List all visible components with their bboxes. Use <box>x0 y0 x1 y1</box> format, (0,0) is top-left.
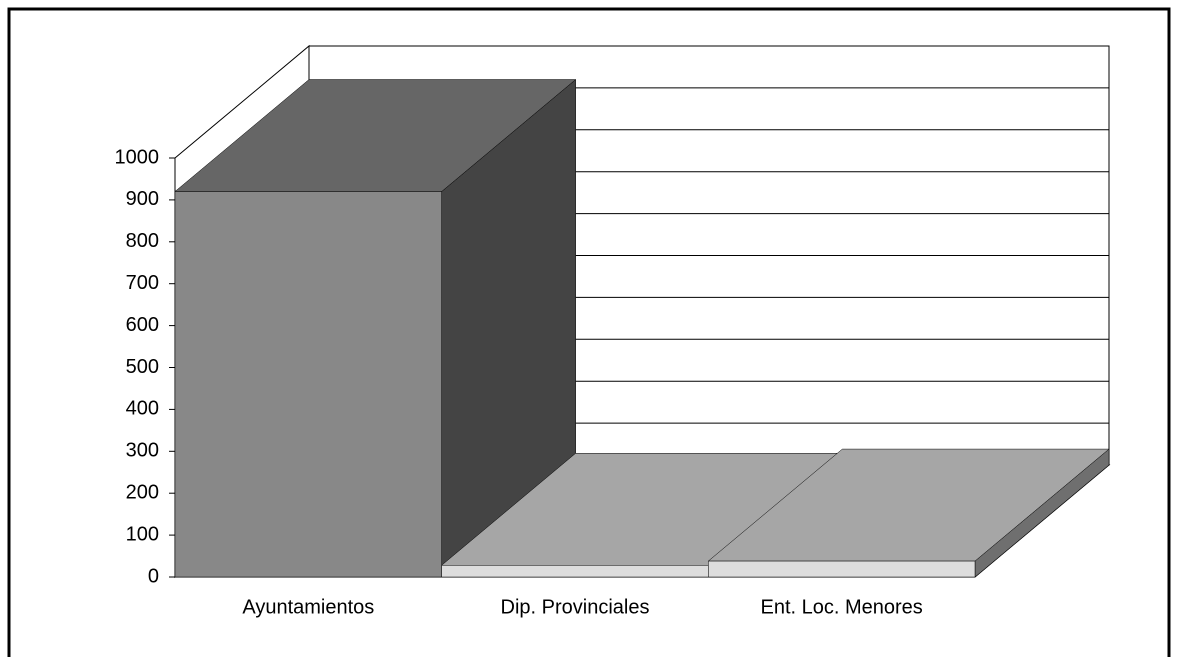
y-tick-label: 800 <box>126 230 159 252</box>
y-tick-label: 900 <box>126 188 159 210</box>
y-tick-label: 300 <box>126 440 159 462</box>
y-tick-label: 0 <box>148 565 159 587</box>
y-tick-label: 400 <box>126 398 159 420</box>
bar <box>441 565 709 578</box>
x-tick-label: Ent. Loc. Menores <box>761 596 923 618</box>
x-tick-label: Dip. Provinciales <box>501 596 650 618</box>
bar <box>708 560 976 578</box>
y-tick-label: 200 <box>126 481 159 503</box>
y-tick-label: 1000 <box>115 146 160 168</box>
y-tick-label: 600 <box>126 314 159 336</box>
y-tick-label: 700 <box>126 272 159 294</box>
bar <box>174 191 442 578</box>
x-tick-label: Ayuntamientos <box>242 596 374 618</box>
y-tick-label: 100 <box>126 523 159 545</box>
y-tick-label: 500 <box>126 356 159 378</box>
